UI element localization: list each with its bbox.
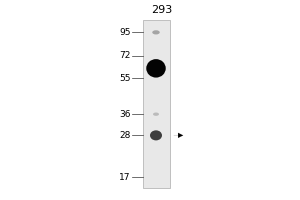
- Text: 17: 17: [119, 173, 130, 182]
- Bar: [142, 20, 170, 188]
- Text: 72: 72: [119, 51, 130, 60]
- Ellipse shape: [153, 113, 159, 116]
- Text: 95: 95: [119, 28, 130, 37]
- Ellipse shape: [146, 59, 166, 78]
- Ellipse shape: [152, 30, 160, 34]
- Text: 36: 36: [119, 110, 130, 119]
- Text: 293: 293: [152, 5, 172, 15]
- Text: 28: 28: [119, 131, 130, 140]
- Ellipse shape: [150, 130, 162, 140]
- Text: 55: 55: [119, 74, 130, 83]
